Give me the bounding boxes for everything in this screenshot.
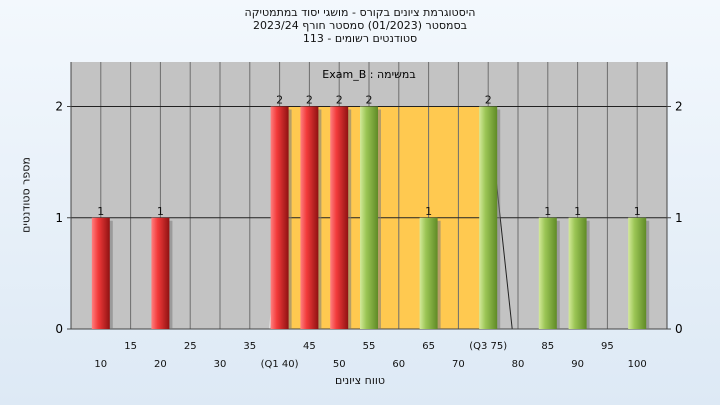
bar-value-label: 1 bbox=[157, 205, 164, 218]
bar bbox=[628, 217, 647, 329]
x-tick-label: (Q3 75) bbox=[469, 341, 507, 352]
bar bbox=[300, 106, 319, 329]
bar-value-label: 2 bbox=[306, 94, 313, 107]
bar bbox=[270, 106, 289, 329]
x-tick-label: 60 bbox=[392, 359, 405, 370]
y-tick-label-left: 0 bbox=[55, 322, 63, 336]
x-tick-label: 30 bbox=[214, 359, 227, 370]
bar bbox=[479, 106, 498, 329]
bar-value-label: 2 bbox=[276, 94, 283, 107]
bar bbox=[330, 106, 349, 329]
title-line-2: בסמסטר (01/2023) סמסטר חורף 2023/24 bbox=[253, 19, 467, 32]
x-tick-label: 70 bbox=[452, 359, 465, 370]
bar bbox=[568, 217, 587, 329]
y-tick-label-right: 0 bbox=[675, 322, 683, 336]
title-line-1: היסטוגרמת ציונים בקורס - מושגי יסוד במתמ… bbox=[244, 6, 476, 19]
y-tick-label-right: 2 bbox=[675, 100, 683, 114]
x-tick-label: 95 bbox=[601, 341, 614, 352]
bar-value-label: 1 bbox=[544, 205, 551, 218]
x-tick-label: 15 bbox=[124, 341, 137, 352]
x-tick-label: (Q1 40) bbox=[261, 359, 299, 370]
bar bbox=[419, 217, 438, 329]
x-tick-label: 25 bbox=[184, 341, 197, 352]
x-tick-label: 20 bbox=[154, 359, 167, 370]
bar bbox=[360, 106, 378, 329]
bar-value-label: 2 bbox=[336, 94, 343, 107]
y-tick-label-left: 1 bbox=[55, 211, 63, 225]
series-label: במשימה : Exam_B bbox=[322, 68, 415, 81]
x-tick-label: 45 bbox=[303, 341, 316, 352]
bar bbox=[538, 217, 557, 329]
y-tick-label-right: 1 bbox=[675, 211, 683, 225]
x-tick-label: 50 bbox=[333, 359, 346, 370]
title-line-3: סטודנטים רשומים - 113 bbox=[302, 32, 418, 45]
x-tick-label: 55 bbox=[363, 341, 376, 352]
bar-value-label: 1 bbox=[97, 205, 104, 218]
x-axis-label: טווח ציונים bbox=[335, 374, 385, 387]
bar-value-label: 1 bbox=[634, 205, 641, 218]
bar-value-label: 2 bbox=[485, 94, 492, 107]
x-tick-label: 10 bbox=[94, 359, 107, 370]
bar bbox=[91, 217, 110, 329]
x-tick-label: 100 bbox=[628, 359, 647, 370]
bar bbox=[151, 217, 170, 329]
x-tick-label: 80 bbox=[512, 359, 525, 370]
x-tick-label: 85 bbox=[541, 341, 554, 352]
y-tick-label-left: 2 bbox=[55, 100, 63, 114]
bar-value-label: 2 bbox=[366, 94, 373, 107]
bar-value-label: 1 bbox=[425, 205, 432, 218]
x-tick-label: 35 bbox=[243, 341, 256, 352]
chart-title: היסטוגרמת ציונים בקורס - מושגי יסוד במתמ… bbox=[0, 6, 720, 45]
x-tick-label: 90 bbox=[571, 359, 584, 370]
bar-value-label: 1 bbox=[574, 205, 581, 218]
x-tick-label: 65 bbox=[422, 341, 435, 352]
